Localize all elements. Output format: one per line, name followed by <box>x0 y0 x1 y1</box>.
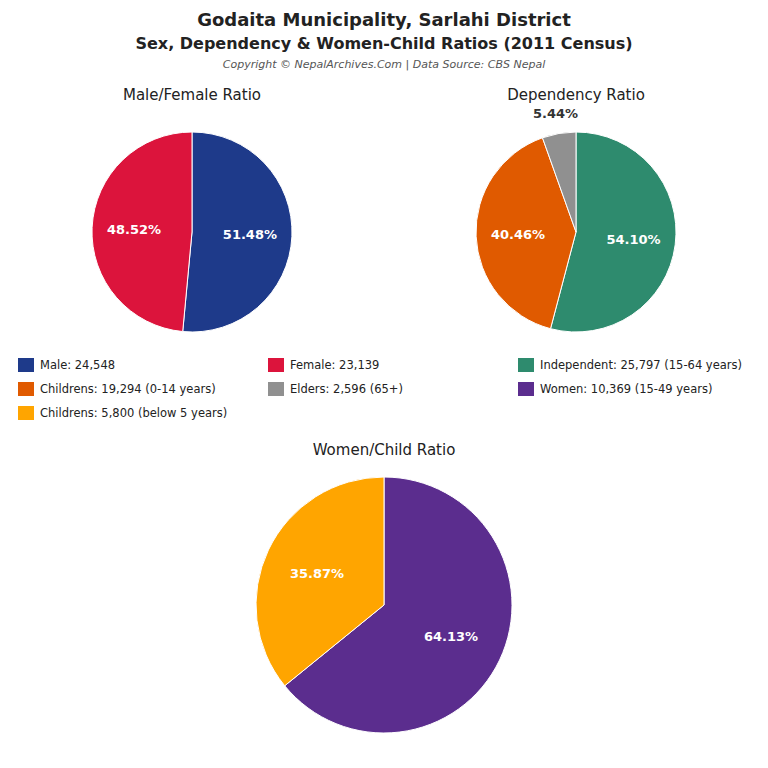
legend-item: Childrens: 5,800 (below 5 years) <box>18 406 227 420</box>
data-label: 5.44% <box>533 106 578 121</box>
legend-label: Elders: 2,596 (65+) <box>290 382 403 396</box>
annotation: Copyright © NepalArchives.Com | Data Sou… <box>223 58 545 71</box>
legend-item: Elders: 2,596 (65+) <box>268 382 403 396</box>
legend-item: Women: 10,369 (15-49 years) <box>518 382 712 396</box>
title: Godaita Municipality, Sarlahi District <box>197 9 571 30</box>
legend-swatch <box>18 406 34 420</box>
legend-label: Women: 10,369 (15-49 years) <box>540 382 712 396</box>
legend-label: Independent: 25,797 (15-64 years) <box>540 358 742 372</box>
chart-title: Dependency Ratio <box>507 86 645 104</box>
legend-swatch <box>268 382 284 396</box>
legend: Male: 24,548 Female: 23,139 Independent: 2… <box>18 358 742 420</box>
pie-chart: Dependency Ratio 54.10% 40.46% 5.44% <box>476 86 676 332</box>
data-label: 54.10% <box>606 232 660 247</box>
legend-label: Childrens: 5,800 (below 5 years) <box>40 406 227 420</box>
data-label: 48.52% <box>107 222 161 237</box>
subtitle: Sex, Dependency & Women-Child Ratios (20… <box>135 34 632 53</box>
chart-title: Male/Female Ratio <box>123 86 261 104</box>
data-label: 35.87% <box>290 566 344 581</box>
data-label: 51.48% <box>223 227 277 242</box>
data-labels: 64.13% 35.87% <box>290 566 478 645</box>
slice <box>542 132 576 232</box>
data-labels: 51.48% 48.52% <box>107 222 277 242</box>
legend-item: Male: 24,548 <box>18 358 115 372</box>
slice <box>92 132 192 332</box>
slices <box>476 132 676 332</box>
legend-swatch <box>518 382 534 396</box>
slice <box>183 132 292 332</box>
legend-label: Childrens: 19,294 (0-14 years) <box>40 382 216 396</box>
data-labels: 54.10% 40.46% 5.44% <box>491 106 661 247</box>
chart-title: Women/Child Ratio <box>313 441 456 459</box>
pie-chart: Women/Child Ratio 64.13% 35.87% <box>256 441 512 733</box>
legend-swatch <box>268 358 284 372</box>
legend-item: Independent: 25,797 (15-64 years) <box>518 358 742 372</box>
pie-chart: Male/Female Ratio 51.48% 48.52% <box>92 86 292 332</box>
slices <box>92 132 292 332</box>
slice <box>256 477 384 686</box>
legend-item: Childrens: 19,294 (0-14 years) <box>18 382 216 396</box>
data-label: 64.13% <box>424 629 478 644</box>
legend-swatch <box>18 358 34 372</box>
slices <box>256 477 512 733</box>
legend-item: Female: 23,139 <box>268 358 379 372</box>
legend-swatch <box>18 382 34 396</box>
legend-label: Female: 23,139 <box>290 358 379 372</box>
data-label: 40.46% <box>491 227 545 242</box>
legend-label: Male: 24,548 <box>40 358 115 372</box>
legend-swatch <box>518 358 534 372</box>
chart: Godaita Municipality, Sarlahi District Se… <box>0 0 768 768</box>
